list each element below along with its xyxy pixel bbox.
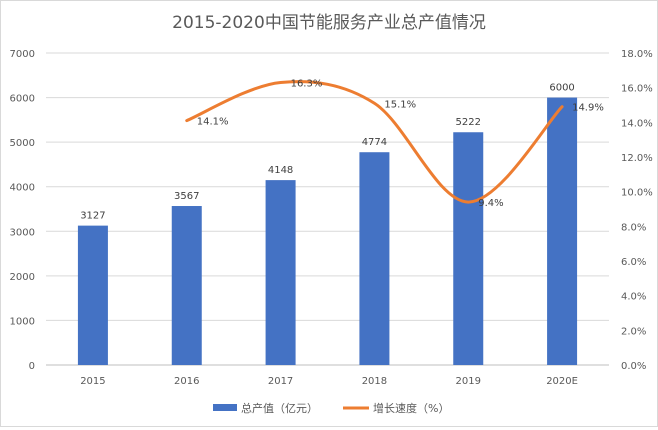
bar-data-label: 4774 bbox=[362, 137, 387, 148]
line-data-label: 14.1% bbox=[197, 117, 229, 128]
right-tick-label: 8.0% bbox=[621, 222, 646, 233]
right-tick-label: 14.0% bbox=[621, 118, 653, 129]
x-tick-label: 2020E bbox=[546, 376, 578, 387]
right-tick-label: 10.0% bbox=[621, 188, 653, 199]
x-tick-label: 2017 bbox=[268, 376, 293, 387]
bar bbox=[547, 97, 578, 366]
left-tick-label: 7000 bbox=[10, 49, 35, 60]
bar-data-label: 6000 bbox=[549, 83, 574, 94]
growth-line bbox=[185, 80, 564, 204]
line-data-label: 16.3% bbox=[291, 78, 323, 89]
left-tick-label: 2000 bbox=[10, 272, 35, 283]
bar-data-label: 4148 bbox=[268, 165, 293, 176]
left-tick-label: 5000 bbox=[10, 138, 35, 149]
bar-data-label: 5222 bbox=[456, 117, 481, 128]
bar bbox=[359, 152, 390, 365]
left-tick-label: 1000 bbox=[10, 316, 35, 327]
left-tick-label: 3000 bbox=[10, 227, 35, 238]
right-tick-label: 18.0% bbox=[621, 49, 653, 60]
bar bbox=[453, 132, 484, 365]
x-tick-label: 2018 bbox=[362, 376, 387, 387]
line-data-label: 15.1% bbox=[384, 99, 416, 110]
chart-title: 2015-2020中国节能服务产业总产值情况 bbox=[172, 13, 486, 33]
right-tick-label: 0.0% bbox=[621, 361, 646, 372]
x-tick-label: 2016 bbox=[174, 376, 199, 387]
x-tick-label: 2019 bbox=[456, 376, 481, 387]
line-data-label: 14.9% bbox=[572, 103, 604, 114]
right-tick-label: 6.0% bbox=[621, 257, 646, 268]
bar bbox=[171, 206, 202, 365]
right-tick-label: 16.0% bbox=[621, 84, 653, 95]
bar bbox=[265, 180, 296, 365]
left-tick-label: 0 bbox=[29, 361, 35, 372]
line-data-label: 9.4% bbox=[478, 198, 503, 209]
bar-data-label: 3127 bbox=[80, 211, 105, 222]
legend: 总产值（亿元） 增长速度（%） bbox=[213, 401, 449, 415]
left-tick-label: 6000 bbox=[10, 94, 35, 105]
left-tick-label: 4000 bbox=[10, 183, 35, 194]
legend-bar-label: 总产值（亿元） bbox=[241, 401, 318, 415]
right-tick-label: 4.0% bbox=[621, 292, 646, 303]
legend-line-label: 增长速度（%） bbox=[373, 401, 449, 415]
legend-bar-swatch bbox=[213, 404, 237, 411]
bar bbox=[77, 225, 108, 365]
right-tick-label: 2.0% bbox=[621, 326, 646, 337]
bar-data-label: 3567 bbox=[174, 191, 199, 202]
x-tick-label: 2015 bbox=[80, 376, 105, 387]
right-tick-label: 12.0% bbox=[621, 153, 653, 164]
